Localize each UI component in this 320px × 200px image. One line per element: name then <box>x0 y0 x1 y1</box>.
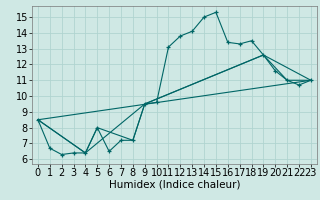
X-axis label: Humidex (Indice chaleur): Humidex (Indice chaleur) <box>109 180 240 190</box>
